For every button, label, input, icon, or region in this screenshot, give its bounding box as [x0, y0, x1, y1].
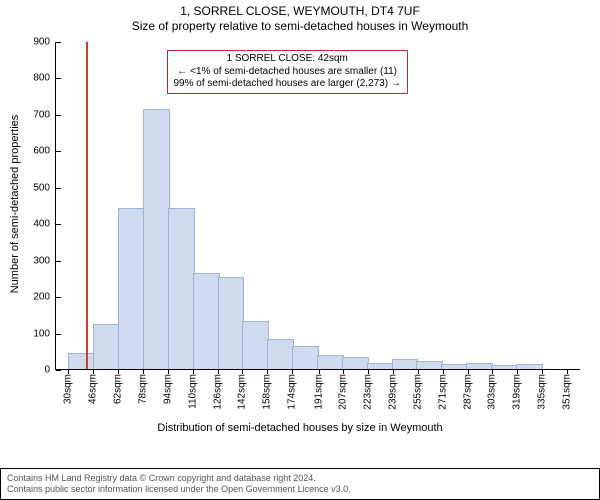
- y-tick-label: 500: [33, 182, 56, 193]
- footer-attribution: Contains HM Land Registry data © Crown c…: [0, 468, 600, 500]
- footer-line1: Contains HM Land Registry data © Crown c…: [7, 473, 593, 484]
- y-tick: [56, 188, 61, 189]
- histogram-bar: [342, 357, 369, 369]
- y-tick-label: 0: [44, 365, 56, 376]
- histogram-bar: [218, 277, 245, 369]
- histogram-bar: [68, 353, 95, 369]
- y-tick: [56, 334, 61, 335]
- x-tick-label: 142sqm: [237, 374, 248, 410]
- y-axis-label: Number of semi-detached properties: [9, 40, 21, 368]
- y-tick: [56, 297, 61, 298]
- histogram-bar: [516, 364, 543, 369]
- y-tick-label: 700: [33, 109, 56, 120]
- x-tick-label: 207sqm: [338, 374, 349, 410]
- histogram-bar: [292, 346, 319, 369]
- x-tick-label: 335sqm: [537, 374, 548, 410]
- annotation-line: 99% of semi-detached houses are larger (…: [174, 78, 401, 91]
- x-tick-label: 255sqm: [412, 374, 423, 410]
- chart-titles: 1, SORREL CLOSE, WEYMOUTH, DT4 7UF Size …: [0, 4, 600, 34]
- plot: 010020030040050060070080090030sqm46sqm62…: [55, 42, 580, 370]
- x-tick-label: 94sqm: [162, 374, 173, 404]
- histogram-bar: [466, 363, 493, 369]
- x-tick-label: 319sqm: [512, 374, 523, 410]
- y-tick-label: 200: [33, 292, 56, 303]
- histogram-bar: [317, 355, 344, 369]
- histogram-bar: [267, 339, 294, 369]
- y-tick-label: 800: [33, 73, 56, 84]
- y-tick: [56, 115, 61, 116]
- y-tick-label: 400: [33, 219, 56, 230]
- x-axis-title: Distribution of semi-detached houses by …: [0, 422, 600, 434]
- histogram-bar: [118, 208, 145, 369]
- plot-area: 010020030040050060070080090030sqm46sqm62…: [55, 42, 580, 370]
- x-tick-label: 158sqm: [262, 374, 273, 410]
- y-tick: [56, 224, 61, 225]
- y-tick-label: 100: [33, 328, 56, 339]
- x-tick-label: 191sqm: [313, 374, 324, 410]
- chart-container: 1, SORREL CLOSE, WEYMOUTH, DT4 7UF Size …: [0, 0, 600, 500]
- x-tick-label: 62sqm: [113, 374, 124, 404]
- y-tick: [56, 261, 61, 262]
- x-tick-label: 78sqm: [137, 374, 148, 404]
- histogram-bar: [242, 321, 269, 369]
- footer-line2: Contains public sector information licen…: [7, 484, 593, 495]
- x-tick-label: 110sqm: [187, 374, 198, 409]
- x-tick-label: 174sqm: [287, 374, 298, 410]
- chart-title-line1: 1, SORREL CLOSE, WEYMOUTH, DT4 7UF: [0, 4, 600, 19]
- x-tick-label: 239sqm: [388, 374, 399, 410]
- histogram-bar: [168, 208, 195, 369]
- annotation-box: 1 SORREL CLOSE: 42sqm← <1% of semi-detac…: [167, 50, 408, 94]
- histogram-bar: [93, 324, 120, 369]
- x-tick-label: 271sqm: [437, 374, 448, 410]
- x-tick-label: 287sqm: [462, 374, 473, 410]
- histogram-bar: [491, 365, 518, 369]
- x-tick-label: 126sqm: [212, 374, 223, 410]
- annotation-line: 1 SORREL CLOSE: 42sqm: [174, 53, 401, 66]
- histogram-bar: [367, 363, 394, 369]
- y-tick: [56, 78, 61, 79]
- histogram-bar: [441, 364, 468, 369]
- histogram-bar: [143, 109, 170, 369]
- x-tick-label: 46sqm: [88, 374, 99, 404]
- y-tick: [56, 42, 61, 43]
- histogram-bar: [416, 361, 443, 369]
- annotation-line: ← <1% of semi-detached houses are smalle…: [174, 66, 401, 79]
- property-marker-line: [86, 42, 88, 369]
- histogram-bar: [193, 273, 220, 369]
- x-tick-label: 351sqm: [562, 374, 573, 410]
- histogram-bar: [392, 359, 419, 369]
- y-tick-label: 300: [33, 255, 56, 266]
- y-tick-label: 900: [33, 37, 56, 48]
- x-tick-label: 30sqm: [63, 374, 74, 404]
- y-tick-label: 600: [33, 146, 56, 157]
- y-tick: [56, 370, 61, 371]
- chart-title-line2: Size of property relative to semi-detach…: [0, 19, 600, 34]
- y-tick: [56, 151, 61, 152]
- x-tick-label: 303sqm: [487, 374, 498, 410]
- x-tick-label: 223sqm: [363, 374, 374, 410]
